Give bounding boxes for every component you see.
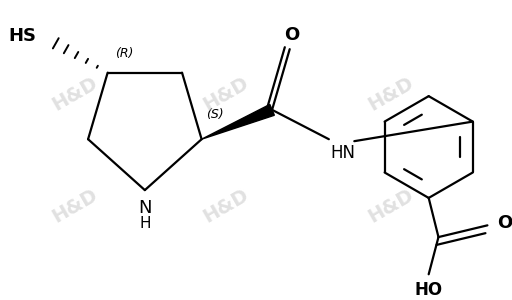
Text: O: O	[284, 26, 300, 44]
Text: N: N	[138, 199, 152, 217]
Text: (R): (R)	[116, 46, 134, 60]
Text: H: H	[139, 216, 151, 231]
Text: HN: HN	[331, 144, 356, 162]
Text: H&D: H&D	[365, 74, 417, 115]
Text: H&D: H&D	[199, 74, 251, 115]
Text: H&D: H&D	[365, 185, 417, 226]
Text: (S): (S)	[206, 108, 224, 121]
Text: H&D: H&D	[199, 185, 251, 226]
Text: H&D: H&D	[49, 74, 101, 115]
Text: H&D: H&D	[49, 185, 101, 226]
Text: O: O	[497, 214, 512, 232]
Text: HS: HS	[8, 27, 36, 45]
Text: HO: HO	[415, 281, 443, 299]
Polygon shape	[202, 104, 274, 139]
